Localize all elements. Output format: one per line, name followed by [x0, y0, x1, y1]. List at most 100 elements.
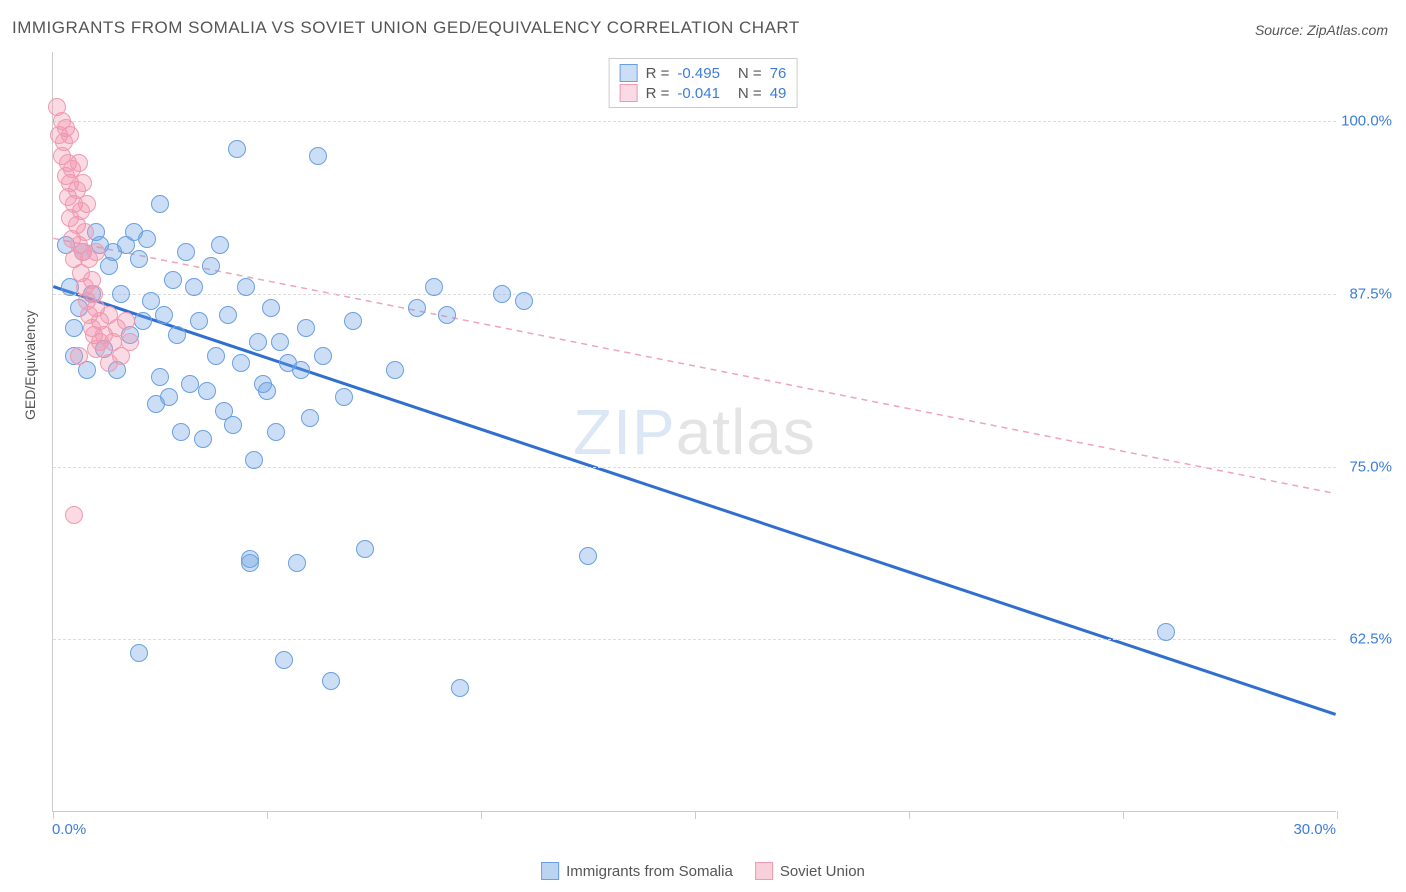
point-somalia [177, 243, 195, 261]
point-somalia [168, 326, 186, 344]
legend-row-somalia: R = -0.495 N = 76 [620, 63, 787, 83]
series-legend: Immigrants from Somalia Soviet Union [541, 862, 865, 880]
y-tick-label: 62.5% [1349, 631, 1392, 648]
point-somalia [515, 292, 533, 310]
point-soviet [65, 506, 83, 524]
point-somalia [301, 409, 319, 427]
n-label: N = [738, 85, 762, 102]
point-somalia [267, 423, 285, 441]
point-somalia [271, 333, 289, 351]
point-soviet [78, 195, 96, 213]
y-tick-label: 75.0% [1349, 458, 1392, 475]
point-somalia [211, 236, 229, 254]
point-soviet [61, 126, 79, 144]
watermark-atlas: atlas [676, 396, 816, 468]
point-somalia [181, 375, 199, 393]
x-tick-label: 0.0% [52, 821, 86, 838]
x-tick [267, 811, 268, 819]
n-value-somalia: 76 [770, 65, 787, 82]
point-somalia [219, 306, 237, 324]
legend-label-soviet: Soviet Union [780, 863, 865, 880]
point-somalia [386, 361, 404, 379]
point-somalia [249, 333, 267, 351]
watermark: ZIPatlas [573, 395, 816, 469]
point-somalia [314, 347, 332, 365]
y-axis-label: GED/Equivalency [22, 310, 38, 420]
grid-line [53, 467, 1336, 468]
point-soviet [70, 154, 88, 172]
x-tick [909, 811, 910, 819]
point-soviet [121, 333, 139, 351]
point-somalia [241, 550, 259, 568]
point-somalia [425, 278, 443, 296]
point-somalia [151, 195, 169, 213]
source-attribution: Source: ZipAtlas.com [1255, 22, 1388, 38]
point-somalia [579, 547, 597, 565]
point-somalia [322, 672, 340, 690]
y-tick-label: 100.0% [1341, 113, 1392, 130]
point-somalia [202, 257, 220, 275]
x-tick [1337, 811, 1338, 819]
y-tick-label: 87.5% [1349, 285, 1392, 302]
point-soviet [87, 243, 105, 261]
legend-label-somalia: Immigrants from Somalia [566, 863, 733, 880]
point-somalia [232, 354, 250, 372]
legend-row-soviet: R = -0.041 N = 49 [620, 83, 787, 103]
swatch-soviet [620, 84, 638, 102]
point-somalia [275, 651, 293, 669]
point-somalia [155, 306, 173, 324]
point-somalia [309, 147, 327, 165]
point-somalia [190, 312, 208, 330]
point-somalia [254, 375, 272, 393]
point-soviet [74, 174, 92, 192]
r-label: R = [646, 85, 670, 102]
point-somalia [130, 250, 148, 268]
r-value-soviet: -0.041 [677, 85, 720, 102]
point-somalia [279, 354, 297, 372]
point-somalia [65, 319, 83, 337]
point-somalia [245, 451, 263, 469]
grid-line [53, 121, 1336, 122]
point-somalia [147, 395, 165, 413]
x-tick [53, 811, 54, 819]
point-soviet [117, 312, 135, 330]
point-somalia [288, 554, 306, 572]
grid-line [53, 639, 1336, 640]
point-somalia [438, 306, 456, 324]
point-somalia [185, 278, 203, 296]
trend-lines-layer [53, 52, 1336, 811]
point-somalia [335, 388, 353, 406]
point-soviet [76, 223, 94, 241]
point-somalia [138, 230, 156, 248]
point-somalia [451, 679, 469, 697]
point-somalia [344, 312, 362, 330]
point-somalia [262, 299, 280, 317]
x-tick [481, 811, 482, 819]
r-value-somalia: -0.495 [677, 65, 720, 82]
chart-title: IMMIGRANTS FROM SOMALIA VS SOVIET UNION … [12, 18, 800, 38]
point-somalia [224, 416, 242, 434]
legend-item-somalia: Immigrants from Somalia [541, 862, 733, 880]
point-somalia [408, 299, 426, 317]
n-value-soviet: 49 [770, 85, 787, 102]
point-somalia [237, 278, 255, 296]
point-somalia [164, 271, 182, 289]
point-somalia [112, 285, 130, 303]
trend-line [53, 287, 1335, 715]
point-soviet [70, 347, 88, 365]
legend-item-soviet: Soviet Union [755, 862, 865, 880]
point-somalia [194, 430, 212, 448]
point-somalia [207, 347, 225, 365]
point-somalia [130, 644, 148, 662]
point-somalia [356, 540, 374, 558]
point-somalia [297, 319, 315, 337]
swatch-soviet [755, 862, 773, 880]
point-somalia [134, 312, 152, 330]
correlation-legend: R = -0.495 N = 76 R = -0.041 N = 49 [609, 58, 798, 108]
point-somalia [1157, 623, 1175, 641]
point-somalia [228, 140, 246, 158]
point-somalia [151, 368, 169, 386]
watermark-zip: ZIP [573, 396, 676, 468]
point-somalia [493, 285, 511, 303]
x-tick [1123, 811, 1124, 819]
